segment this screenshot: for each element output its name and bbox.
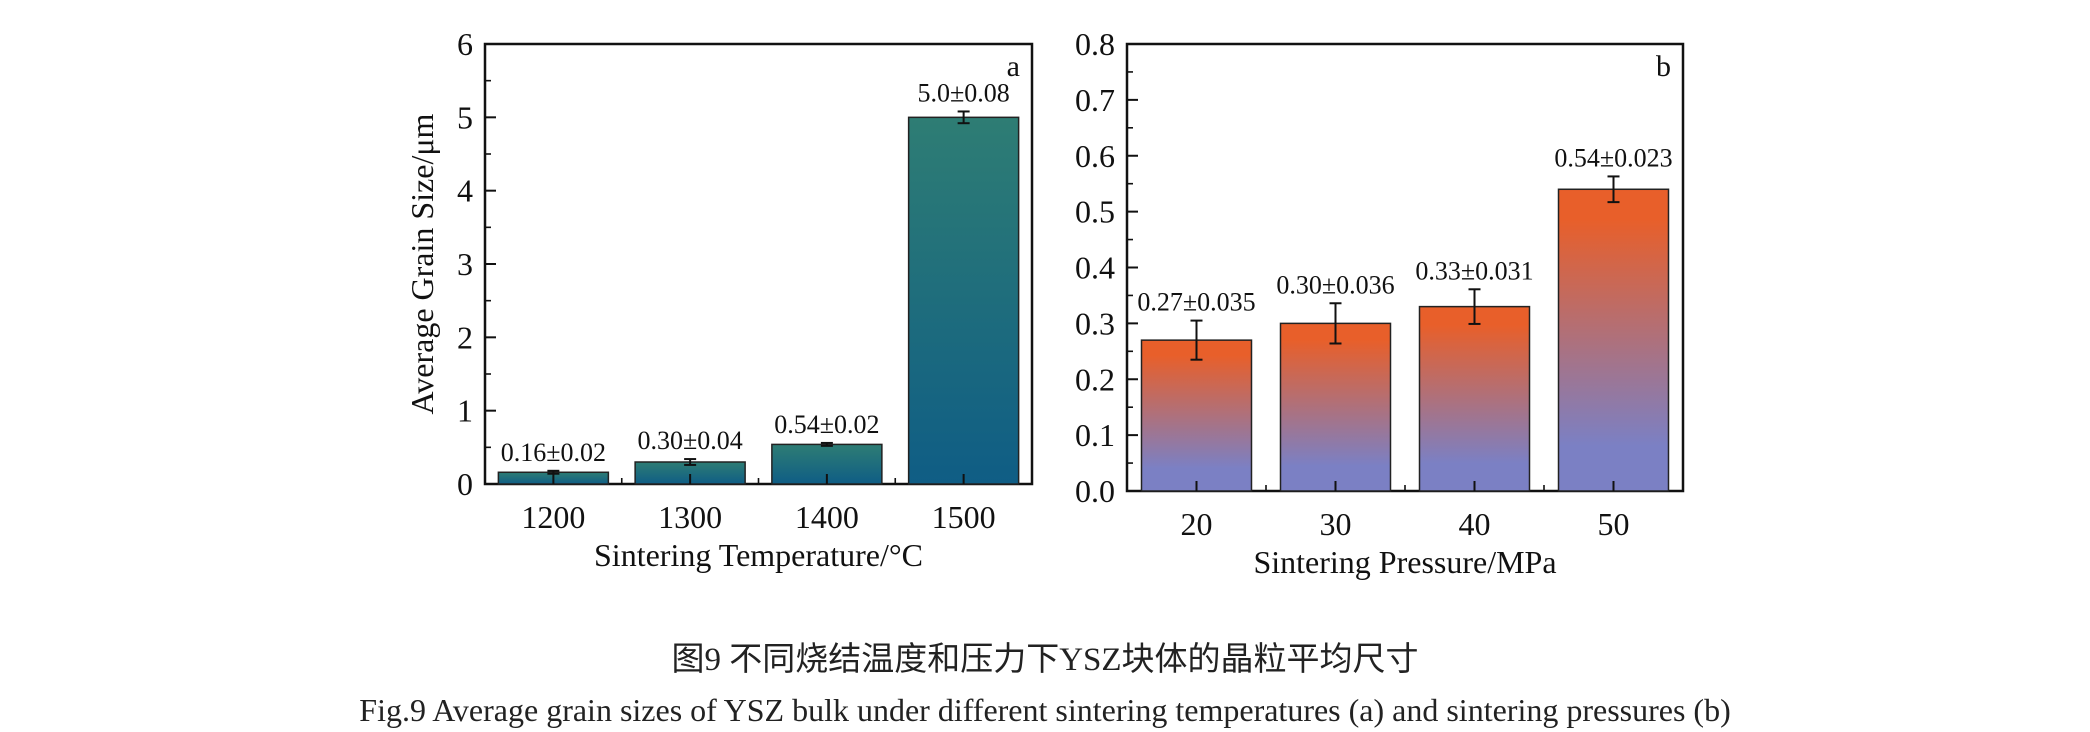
chart-panel-a: 0 1 2 3 4 5 6 0.16±0.02 1200 0.30±0.04 1300 0.54±0.…	[404, 26, 1034, 573]
x-tick-label: 50	[1598, 506, 1630, 542]
figure-caption-chinese: 图9 不同烧结温度和压力下YSZ块体的晶粒平均尺寸	[671, 642, 1419, 678]
y-tick-label: 0.8	[1075, 26, 1115, 62]
figure: 0 1 2 3 4 5 6 0.16±0.02 1200 0.30±0.04 1300 0.54±0.…	[404, 26, 1685, 580]
x-tick-label: 30	[1320, 506, 1352, 542]
y-tick-label: 0.1	[1075, 417, 1115, 453]
y-tick-label: 0.0	[1075, 473, 1115, 509]
data-label: 0.30±0.04	[637, 426, 742, 455]
y-tick-label: 0.2	[1075, 361, 1115, 397]
bar-40	[1418, 305, 1531, 492]
data-label: 0.33±0.031	[1415, 256, 1533, 285]
x-tick-label: 20	[1181, 506, 1213, 542]
y-tick-label: 0	[457, 466, 473, 502]
data-label: 0.54±0.023	[1554, 143, 1672, 172]
y-tick-label: 5	[457, 99, 473, 135]
x-axis-title: Sintering Temperature/°C	[594, 537, 923, 573]
y-tick-label: 0.4	[1075, 250, 1115, 286]
x-axis-title: Sintering Pressure/MPa	[1253, 544, 1556, 580]
bar-50	[1557, 188, 1670, 492]
y-axis-title: Average Grain Size/μm	[404, 113, 440, 414]
data-label: 0.54±0.02	[774, 410, 879, 439]
y-tick-label: 6	[457, 26, 473, 62]
data-label: 0.16±0.02	[501, 438, 606, 467]
panel-label: b	[1656, 50, 1671, 83]
x-tick-label: 1200	[521, 499, 585, 535]
data-label: 0.27±0.035	[1137, 288, 1255, 317]
y-tick-label: 0.7	[1075, 82, 1115, 118]
bar-20	[1140, 339, 1253, 492]
y-tick-label: 1	[457, 393, 473, 429]
x-tick-label: 40	[1459, 506, 1491, 542]
x-tick-label: 1300	[658, 499, 722, 535]
y-tick-label: 0.6	[1075, 138, 1115, 174]
y-tick-label: 4	[457, 173, 473, 209]
data-label: 0.30±0.036	[1276, 270, 1394, 299]
bar-1500	[907, 116, 1020, 485]
x-tick-label: 1500	[932, 499, 996, 535]
y-tick-label: 0.5	[1075, 194, 1115, 230]
y-tick-label: 2	[457, 319, 473, 355]
data-label: 5.0±0.08	[917, 78, 1009, 107]
panel-label: a	[1007, 50, 1020, 83]
bar-30	[1279, 322, 1392, 492]
chart-panel-b: 0.0 0.1 0.2 0.3 0.4 0.5 0.6 0.7 0.8 0.27±0.035 20 0…	[1075, 26, 1685, 580]
x-tick-label: 1400	[795, 499, 859, 535]
figure-caption-english: Fig.9 Average grain sizes of YSZ bulk un…	[359, 692, 1731, 728]
y-tick-label: 3	[457, 246, 473, 282]
y-tick-label: 0.3	[1075, 305, 1115, 341]
